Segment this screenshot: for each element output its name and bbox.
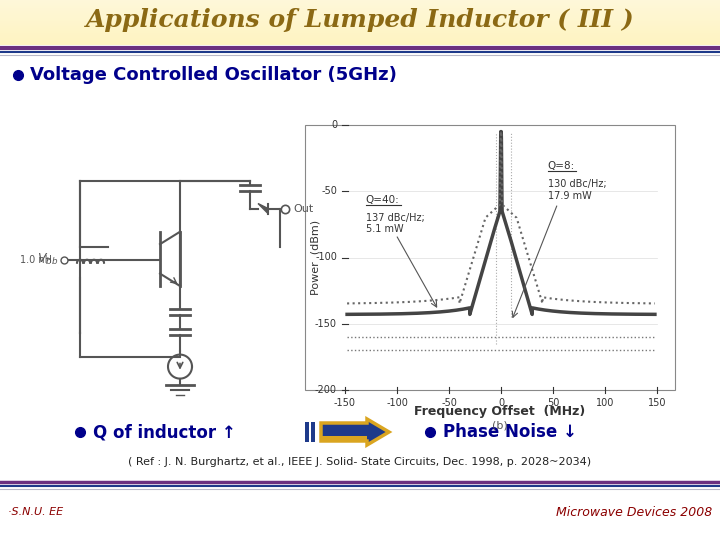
Text: 5.1 mW: 5.1 mW (366, 225, 403, 234)
Text: Q=40:: Q=40: (366, 194, 400, 205)
Text: Power  (dBm): Power (dBm) (310, 220, 320, 295)
Text: Applications of Lumped Inductor ( III ): Applications of Lumped Inductor ( III ) (86, 8, 634, 32)
Bar (311, 422, 315, 442)
Bar (0, 28, 720, 30)
Text: 0: 0 (331, 120, 337, 130)
Bar (0, 23, 720, 25)
Text: Q of inductor ↑: Q of inductor ↑ (93, 423, 235, 441)
Text: 1.0 nH: 1.0 nH (20, 255, 52, 265)
Text: -100: -100 (386, 398, 408, 408)
Bar (0, 19, 720, 22)
Bar (305, 422, 309, 442)
Bar (0, 18, 720, 20)
Bar (0, 11, 720, 14)
Bar (0, 10, 720, 12)
Text: 137 dBc/Hz;: 137 dBc/Hz; (366, 213, 425, 222)
Text: Microwave Devices 2008: Microwave Devices 2008 (556, 505, 712, 518)
Text: $V_{bb}$: $V_{bb}$ (37, 252, 58, 267)
Bar (0, 16, 720, 18)
Text: ( Ref : J. N. Burghartz, et al., IEEE J. Solid- State Circuits, Dec. 1998, p. 20: ( Ref : J. N. Burghartz, et al., IEEE J.… (128, 457, 592, 467)
Text: 150: 150 (648, 398, 666, 408)
Bar (0, 30, 720, 32)
Bar (0, 39, 720, 42)
Bar (0, 15, 720, 17)
Bar (0, 35, 720, 37)
Text: Out: Out (293, 204, 313, 213)
Polygon shape (258, 204, 268, 213)
Text: Q=8:: Q=8: (548, 161, 575, 171)
Bar (0, 31, 720, 33)
Bar (0, 38, 720, 40)
FancyArrow shape (321, 435, 367, 441)
Bar (0, 1, 720, 3)
Bar (0, 41, 720, 43)
Bar (0, 24, 720, 26)
Text: -50: -50 (441, 398, 457, 408)
Text: 50: 50 (546, 398, 559, 408)
Text: ·S.N.U. EE: ·S.N.U. EE (8, 507, 63, 517)
Bar (0, 43, 720, 45)
Text: 0: 0 (498, 398, 504, 408)
Bar (0, 8, 720, 10)
Text: Voltage Controlled Oscillator (5GHz): Voltage Controlled Oscillator (5GHz) (30, 66, 397, 84)
Text: -100: -100 (315, 253, 337, 262)
Text: Phase Noise ↓: Phase Noise ↓ (443, 423, 577, 441)
Text: Frequency Offset  (MHz): Frequency Offset (MHz) (415, 406, 585, 419)
Bar (0, 4, 720, 6)
Text: 130 dBc/Hz;: 130 dBc/Hz; (548, 179, 606, 190)
Text: 17.9 mW: 17.9 mW (548, 191, 592, 201)
Bar (0, 33, 720, 35)
FancyArrow shape (321, 419, 389, 445)
Bar (0, 0, 720, 2)
Bar (0, 13, 720, 15)
Bar (0, 26, 720, 28)
Text: -200: -200 (315, 385, 337, 395)
Text: -150: -150 (334, 398, 356, 408)
Bar (305, 125, 675, 390)
Bar (0, 36, 720, 38)
Text: (b): (b) (492, 421, 508, 431)
Text: -50: -50 (321, 186, 337, 196)
Bar (0, 21, 720, 23)
Text: 100: 100 (596, 398, 614, 408)
Text: -150: -150 (315, 319, 337, 329)
Bar (0, 6, 720, 8)
Bar (0, 3, 720, 5)
